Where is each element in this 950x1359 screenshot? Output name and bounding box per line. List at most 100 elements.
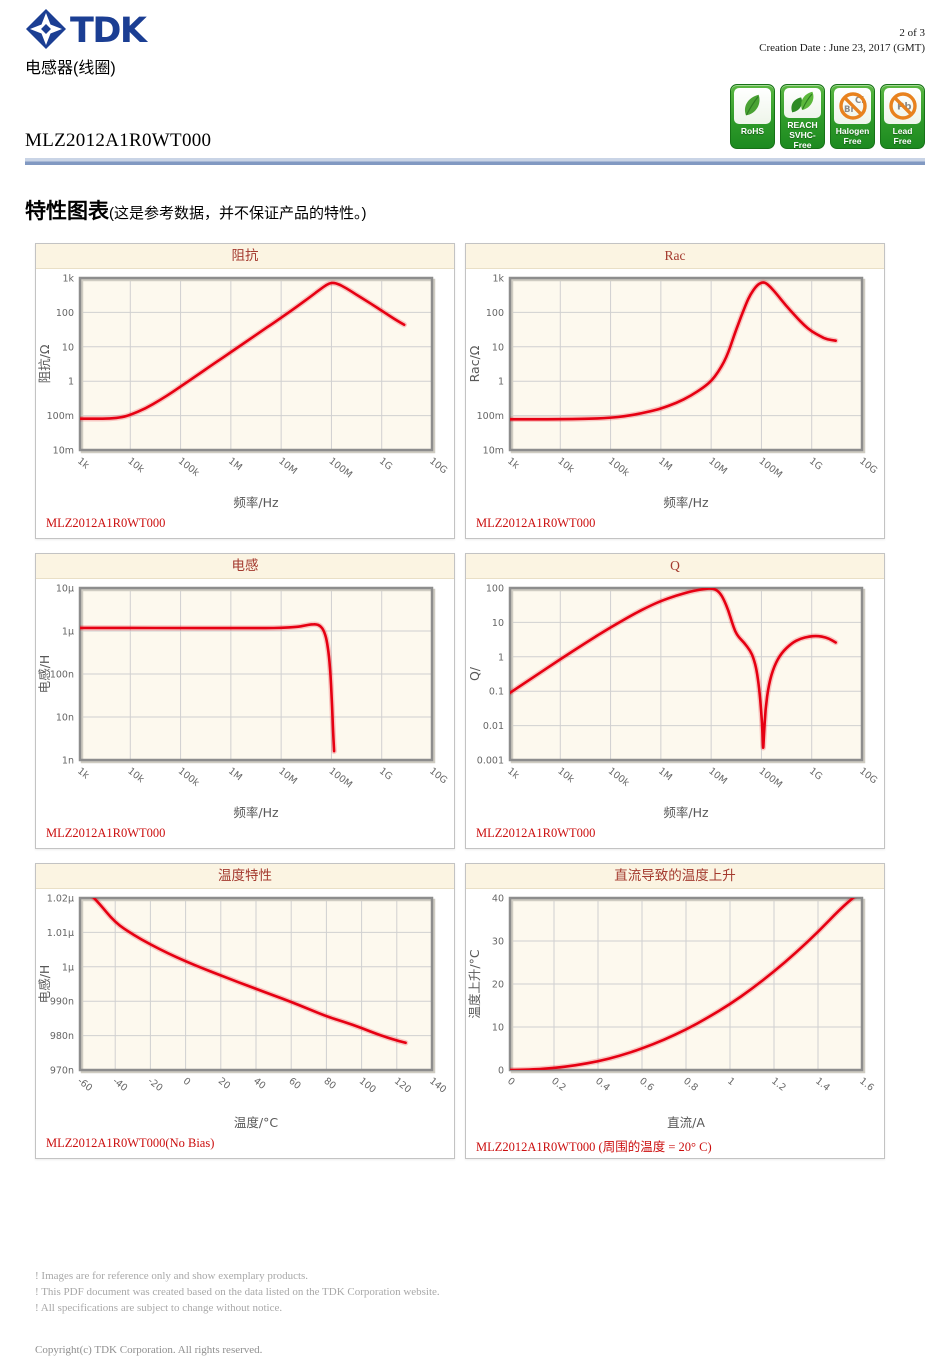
svg-text:1n: 1n (62, 756, 74, 767)
svg-text:频率/Hz: 频率/Hz (233, 805, 279, 820)
svg-text:80: 80 (322, 1076, 338, 1092)
svg-text:1: 1 (68, 377, 74, 388)
svg-text:100k: 100k (176, 766, 202, 790)
svg-text:10: 10 (492, 342, 504, 353)
svg-text:10G: 10G (427, 456, 449, 477)
chart-title: Q (466, 554, 884, 579)
svg-text:电感/H: 电感/H (37, 655, 52, 694)
svg-text:20: 20 (492, 980, 504, 991)
leaf-icon (744, 94, 760, 116)
chart-caption: MLZ2012A1R0WT000 (476, 516, 596, 530)
section-title: 特性图表 (25, 200, 109, 223)
badge-rohs: RoHS (730, 84, 775, 149)
svg-text:10M: 10M (706, 456, 729, 477)
svg-text:10m: 10m (483, 446, 504, 457)
svg-text:10G: 10G (427, 766, 449, 787)
tdk-logo-text: TDK (70, 11, 149, 50)
svg-text:10: 10 (492, 618, 504, 629)
section-heading: 特性图表(这是参考数据，并不保证产品的特性。) (25, 195, 925, 225)
svg-text:1M: 1M (226, 456, 244, 473)
badge-halogen-free: Cl Br Halogen Free (830, 84, 875, 149)
badge-label-line: RoHS (740, 126, 765, 136)
section-subtitle: (这是参考数据，并不保证产品的特性。) (109, 205, 367, 222)
svg-text:Q/: Q/ (467, 666, 482, 681)
svg-text:0.4: 0.4 (593, 1076, 612, 1094)
svg-text:1M: 1M (656, 766, 674, 783)
svg-text:100k: 100k (176, 456, 202, 480)
rac-chart: 1k 10k 100k 1M 10M 100M 1G 10G 1k 100 10 1 100m 10m 频率… (467, 274, 879, 511)
chart-panel-q: Q 1k 10k 100k 1M 10M 100M 1G 10G 100 10 1 0.1 0.01 0.… (465, 553, 885, 849)
svg-text:Br: Br (844, 105, 855, 115)
tdk-logo-mark-icon (26, 9, 66, 49)
svg-text:频率/Hz: 频率/Hz (233, 495, 279, 510)
svg-text:-20: -20 (146, 1076, 165, 1094)
product-line: 电感器(线圈) (25, 60, 116, 77)
svg-text:140: 140 (427, 1076, 448, 1096)
svg-text:10n: 10n (56, 713, 74, 724)
chart-panel-inductance: 电感 1k 10k 100k 1M 10M 100M 1G 10G 10μ 1μ 100n 10n 1n… (35, 553, 455, 849)
svg-text:1k: 1k (62, 274, 74, 285)
svg-text:970n: 970n (50, 1066, 74, 1077)
svg-text:10μ: 10μ (56, 584, 74, 595)
svg-text:60: 60 (286, 1076, 302, 1092)
svg-text:100M: 100M (327, 766, 355, 791)
svg-text:温度/°C: 温度/°C (234, 1115, 278, 1130)
svg-text:10M: 10M (276, 456, 299, 477)
svg-text:温度上升/°C: 温度上升/°C (467, 949, 482, 1018)
svg-text:1k: 1k (505, 766, 521, 782)
footer-note: ! Images are for reference only and show… (35, 1270, 309, 1282)
chart-panel-rac: Rac 1k 10k 100k 1M 10M 100M 1G 10G 1k 100 10 1 100m 1… (465, 243, 885, 539)
svg-text:990n: 990n (50, 997, 74, 1008)
tdk-logo: TDK (26, 9, 150, 50)
no-lead-icon: Pb (888, 92, 917, 120)
inductance-chart: 1k 10k 100k 1M 10M 100M 1G 10G 10μ 1μ 100n 10n 1n 频率/… (37, 584, 449, 821)
copyright: Copyright(c) TDK Corporation. All rights… (35, 1343, 263, 1356)
svg-text:0.01: 0.01 (483, 721, 504, 732)
svg-text:1: 1 (498, 377, 504, 388)
svg-text:40: 40 (492, 894, 504, 905)
svg-text:0.8: 0.8 (681, 1076, 700, 1094)
svg-text:10k: 10k (555, 766, 576, 786)
svg-text:1μ: 1μ (62, 627, 74, 638)
svg-text:1k: 1k (75, 456, 91, 472)
charts-grid: 阻抗 1k 10k 100k 1M 10M 100M 1G 10G 1k 100 10 1 100m 10… (35, 243, 915, 1159)
temperature-characteristic-chart: -60 -40 -20 0 20 40 60 80 100 120 140 1.02μ 1.01μ 1μ 9… (37, 894, 448, 1131)
svg-text:10m: 10m (53, 446, 74, 457)
page-footer: ! Images are for reference only and show… (35, 1269, 915, 1359)
svg-text:1G: 1G (377, 456, 394, 473)
svg-text:-40: -40 (110, 1076, 129, 1094)
svg-text:0: 0 (498, 1066, 504, 1077)
badge-label-line: SVHC-Free (789, 130, 816, 151)
svg-text:20: 20 (216, 1076, 232, 1092)
svg-text:Rac/Ω: Rac/Ω (467, 345, 482, 382)
svg-text:0.001: 0.001 (477, 756, 504, 767)
svg-text:1k: 1k (492, 274, 504, 285)
svg-text:0: 0 (505, 1076, 517, 1088)
svg-text:100: 100 (486, 308, 504, 319)
chart-panel-temperature-rise: 直流导致的温度上升 0 0.2 0.4 0.6 0.8 1 1.2 1.4 1.6 0 10 20 30… (465, 863, 885, 1159)
svg-text:1M: 1M (226, 766, 244, 783)
badge-label-line: Free (893, 135, 912, 146)
svg-text:30: 30 (492, 937, 504, 948)
chart-caption: MLZ2012A1R0WT000 (46, 516, 166, 530)
svg-text:1: 1 (498, 652, 504, 663)
svg-text:10G: 10G (857, 456, 879, 477)
svg-text:10: 10 (492, 1023, 504, 1034)
svg-text:1.01μ: 1.01μ (47, 928, 74, 939)
svg-text:10k: 10k (555, 456, 576, 476)
page-header: TDK 电感器(线圈) 2 of 3 Creation Date : June … (25, 0, 925, 78)
svg-text:100: 100 (486, 584, 504, 595)
svg-text:1G: 1G (807, 456, 824, 473)
svg-text:10M: 10M (276, 766, 299, 787)
svg-text:100n: 100n (50, 670, 74, 681)
badge-label-line: Halogen (835, 125, 870, 136)
svg-text:1.2: 1.2 (769, 1076, 788, 1094)
svg-text:1k: 1k (505, 456, 521, 472)
svg-text:100M: 100M (757, 766, 785, 791)
svg-text:1: 1 (725, 1076, 737, 1088)
temperature-rise-chart: 0 0.2 0.4 0.6 0.8 1 1.2 1.4 1.6 0 10 20 30 40 直流/A 温度上升… (467, 894, 876, 1131)
svg-text:1μ: 1μ (62, 962, 74, 973)
svg-text:0.1: 0.1 (489, 687, 504, 698)
svg-text:100m: 100m (47, 411, 74, 422)
